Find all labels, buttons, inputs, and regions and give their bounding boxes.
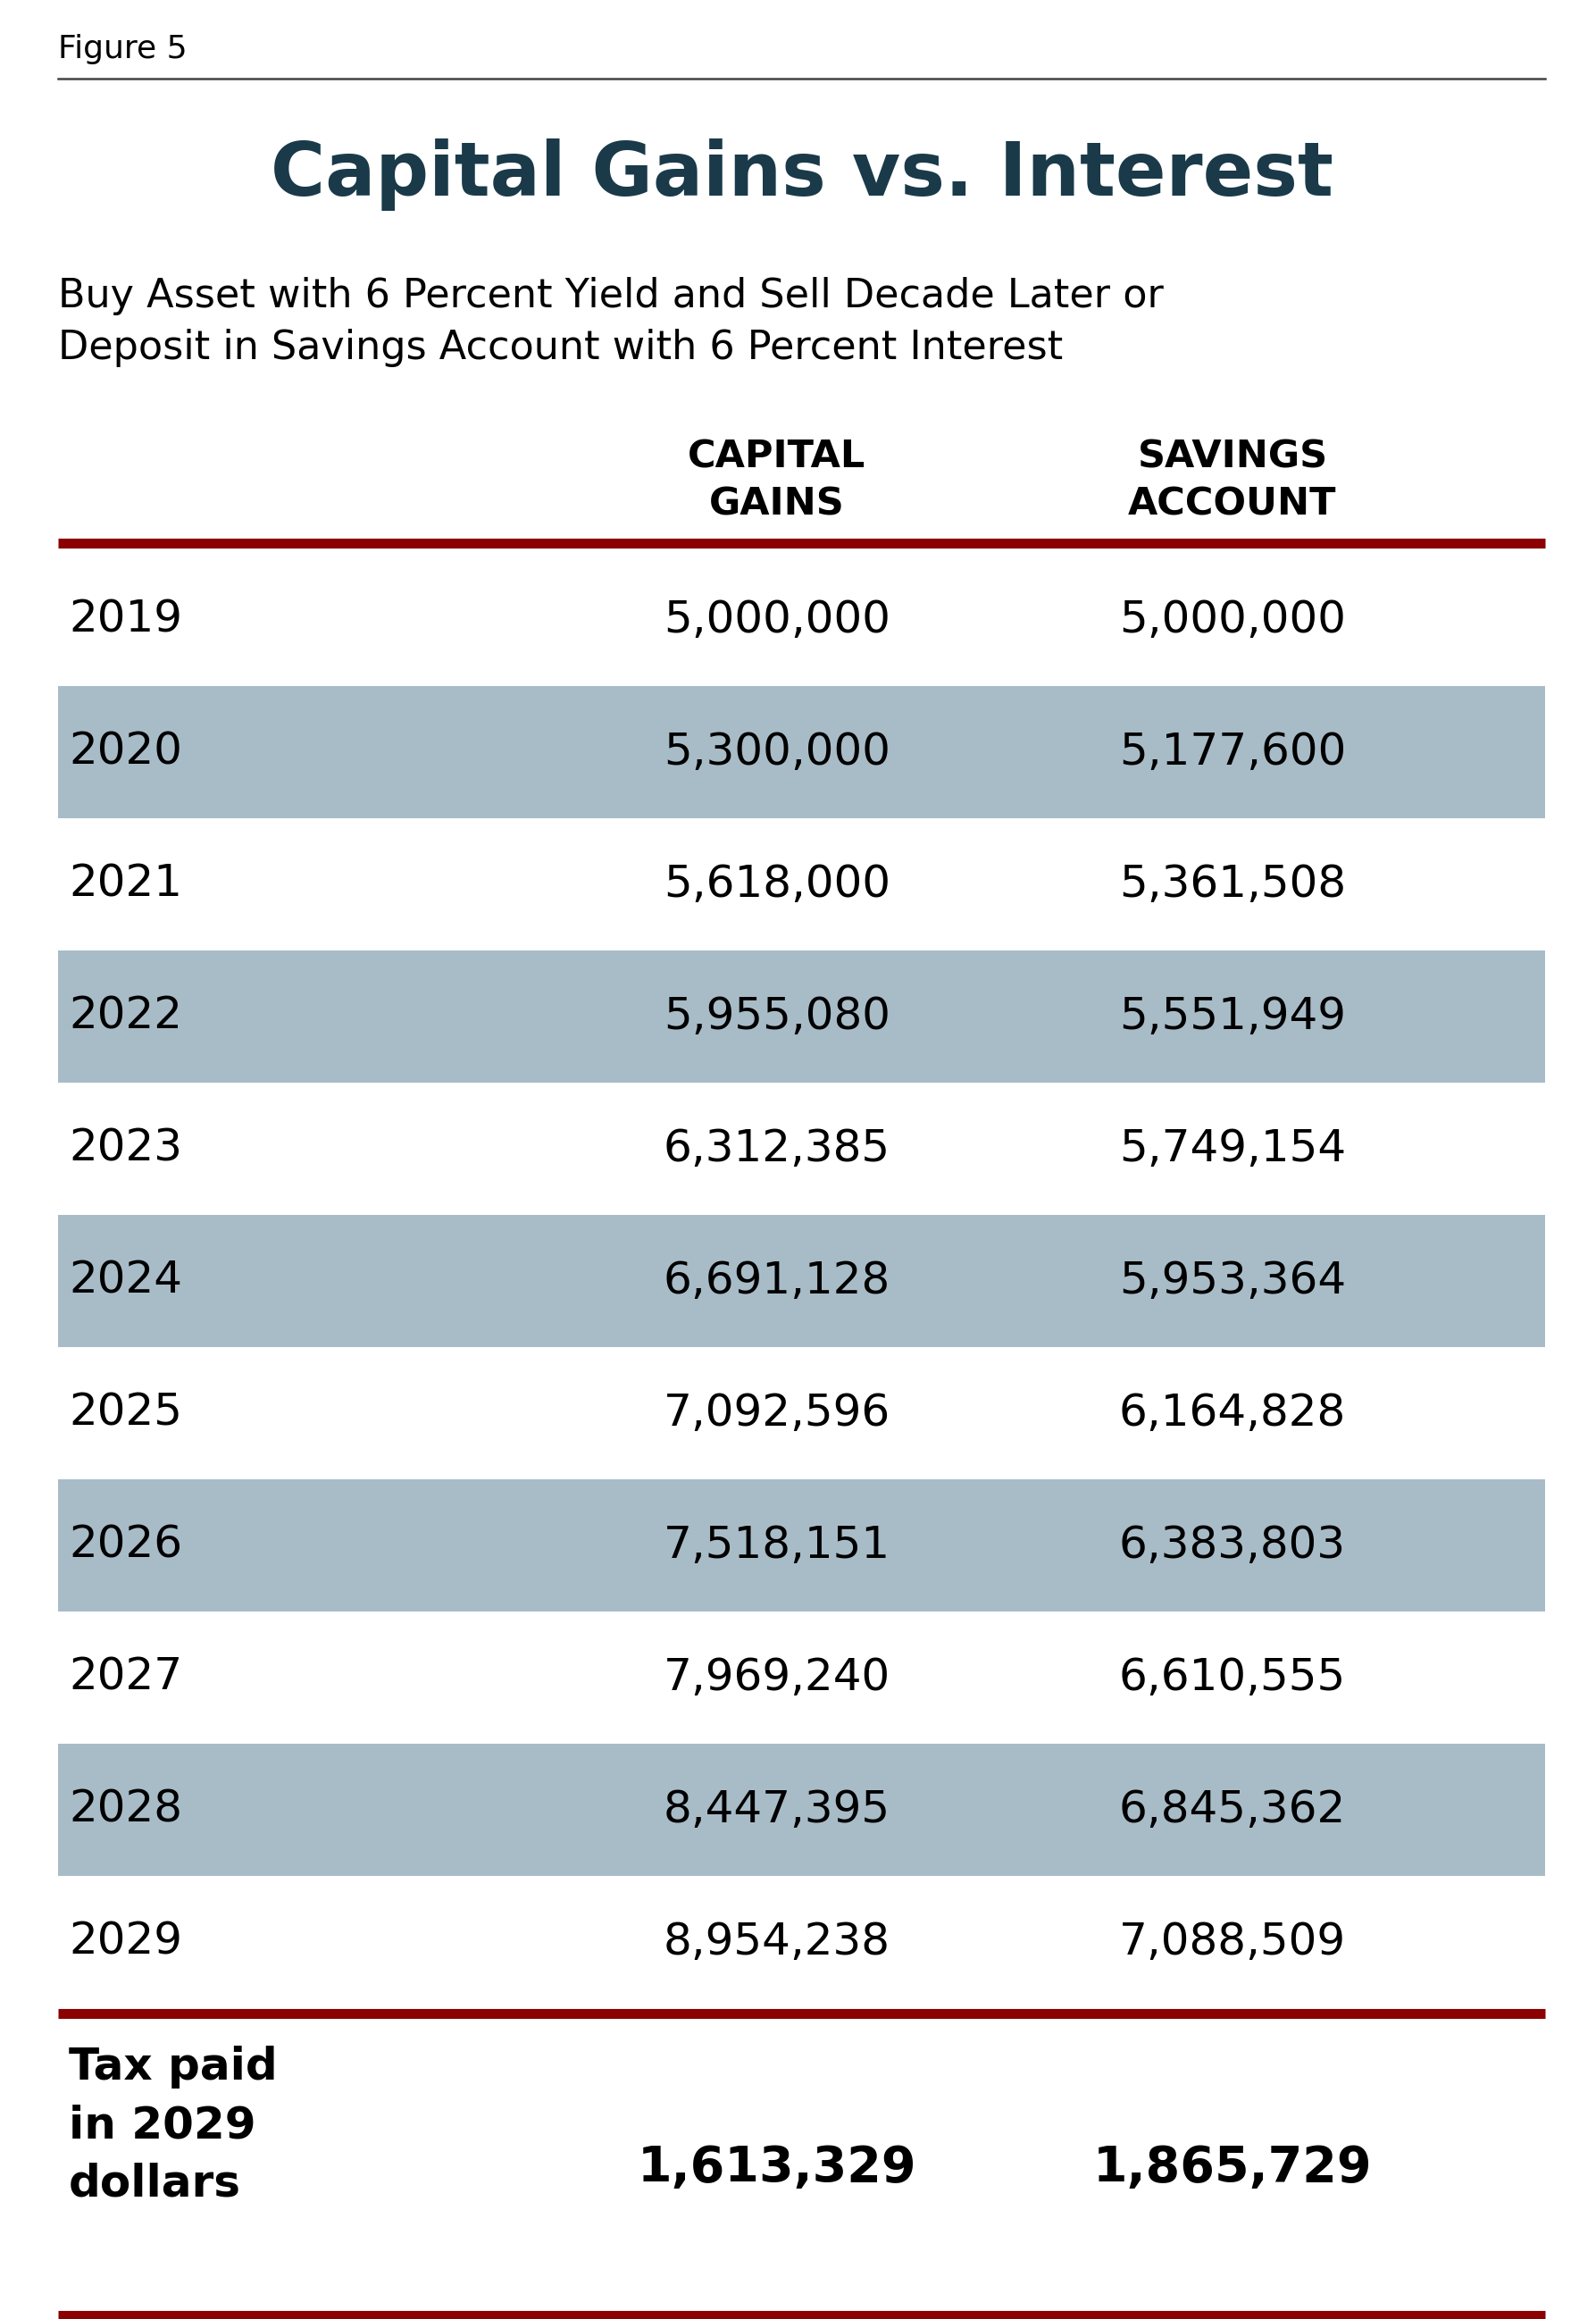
Text: Deposit in Savings Account with 6 Percent Interest: Deposit in Savings Account with 6 Percen… [57, 329, 1063, 366]
Text: 1,865,729: 1,865,729 [1093, 2143, 1373, 2191]
Text: 6,164,828: 6,164,828 [1119, 1391, 1345, 1435]
Text: 2025: 2025 [69, 1391, 182, 1435]
Text: Buy Asset with 6 Percent Yield and Sell Decade Later or: Buy Asset with 6 Percent Yield and Sell … [57, 276, 1163, 315]
Bar [57, 686, 1545, 819]
Text: 7,969,240: 7,969,240 [664, 1656, 891, 1700]
Text: 2021: 2021 [69, 863, 182, 907]
Text: 2026: 2026 [69, 1524, 182, 1568]
Text: 6,845,362: 6,845,362 [1119, 1788, 1345, 1832]
Text: 5,177,600: 5,177,600 [1119, 730, 1345, 775]
Text: 5,955,080: 5,955,080 [664, 995, 891, 1039]
Text: 7,088,509: 7,088,509 [1119, 1920, 1345, 1964]
Text: 6,691,128: 6,691,128 [664, 1259, 891, 1303]
Bar [57, 1744, 1545, 1876]
Text: 5,953,364: 5,953,364 [1119, 1259, 1345, 1303]
Text: 1,613,329: 1,613,329 [637, 2143, 916, 2191]
Text: Capital Gains vs. Interest: Capital Gains vs. Interest [270, 139, 1333, 211]
Text: 2028: 2028 [69, 1788, 182, 1832]
Text: 7,092,596: 7,092,596 [664, 1391, 891, 1435]
Text: 2020: 2020 [69, 730, 182, 775]
Text: 6,383,803: 6,383,803 [1119, 1524, 1345, 1568]
Text: 8,447,395: 8,447,395 [664, 1788, 891, 1832]
Text: 5,749,154: 5,749,154 [1119, 1127, 1345, 1171]
Text: 2019: 2019 [69, 598, 182, 642]
Text: 5,618,000: 5,618,000 [664, 863, 891, 907]
Text: 7,518,151: 7,518,151 [664, 1524, 891, 1568]
Text: 5,000,000: 5,000,000 [664, 598, 891, 642]
Text: SAVINGS
ACCOUNT: SAVINGS ACCOUNT [1128, 438, 1337, 524]
Text: 8,954,238: 8,954,238 [664, 1920, 891, 1964]
Text: 5,300,000: 5,300,000 [664, 730, 891, 775]
Text: Tax paid
in 2029
dollars: Tax paid in 2029 dollars [69, 2045, 278, 2205]
Text: 5,361,508: 5,361,508 [1119, 863, 1345, 907]
Text: 2023: 2023 [69, 1127, 182, 1171]
Text: 6,312,385: 6,312,385 [664, 1127, 891, 1171]
Text: Figure 5: Figure 5 [57, 35, 187, 65]
Text: 5,000,000: 5,000,000 [1119, 598, 1345, 642]
Text: CAPITAL
GAINS: CAPITAL GAINS [688, 438, 867, 524]
Text: 2029: 2029 [69, 1920, 182, 1964]
Bar [57, 1215, 1545, 1347]
Text: 2024: 2024 [69, 1259, 182, 1303]
Bar [57, 951, 1545, 1083]
Bar [57, 1480, 1545, 1612]
Text: 6,610,555: 6,610,555 [1119, 1656, 1345, 1700]
Text: 2022: 2022 [69, 995, 182, 1039]
Text: 2027: 2027 [69, 1656, 182, 1700]
Text: 5,551,949: 5,551,949 [1119, 995, 1345, 1039]
